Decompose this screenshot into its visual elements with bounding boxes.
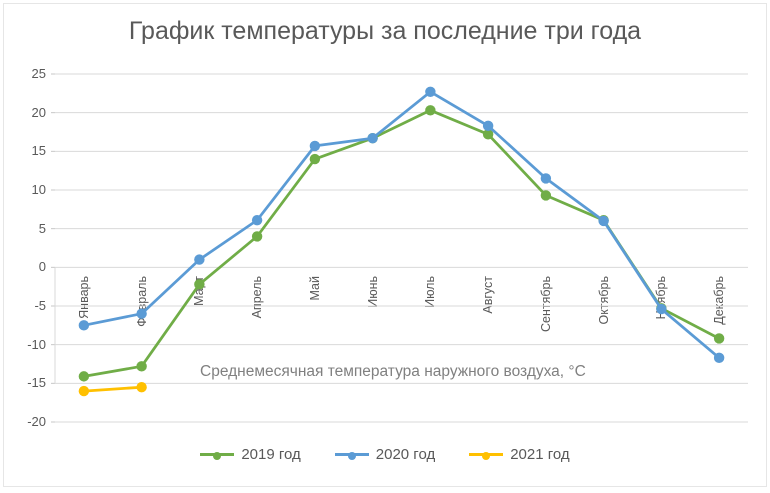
svg-text:25: 25 (32, 66, 46, 81)
svg-text:-20: -20 (27, 414, 46, 429)
svg-text:Май: Май (308, 276, 322, 301)
svg-text:Август: Август (481, 276, 495, 314)
svg-text:Июль: Июль (423, 276, 437, 308)
svg-text:Октябрь: Октябрь (597, 276, 611, 324)
svg-text:-5: -5 (34, 298, 46, 313)
svg-text:Апрель: Апрель (250, 276, 264, 318)
svg-text:-10: -10 (27, 337, 46, 352)
svg-text:15: 15 (32, 143, 46, 158)
svg-text:5: 5 (39, 221, 46, 236)
svg-text:10: 10 (32, 182, 46, 197)
svg-text:Февраль: Февраль (135, 276, 149, 327)
svg-text:Январь: Январь (77, 276, 91, 319)
svg-text:-15: -15 (27, 375, 46, 390)
svg-text:0: 0 (39, 259, 46, 274)
svg-text:Среднемесячная температура нар: Среднемесячная температура наружного воз… (200, 363, 586, 380)
svg-text:Июнь: Июнь (366, 276, 380, 308)
svg-text:Декабрь: Декабрь (712, 276, 726, 325)
svg-text:Сентябрь: Сентябрь (539, 276, 553, 332)
svg-text:20: 20 (32, 105, 46, 120)
